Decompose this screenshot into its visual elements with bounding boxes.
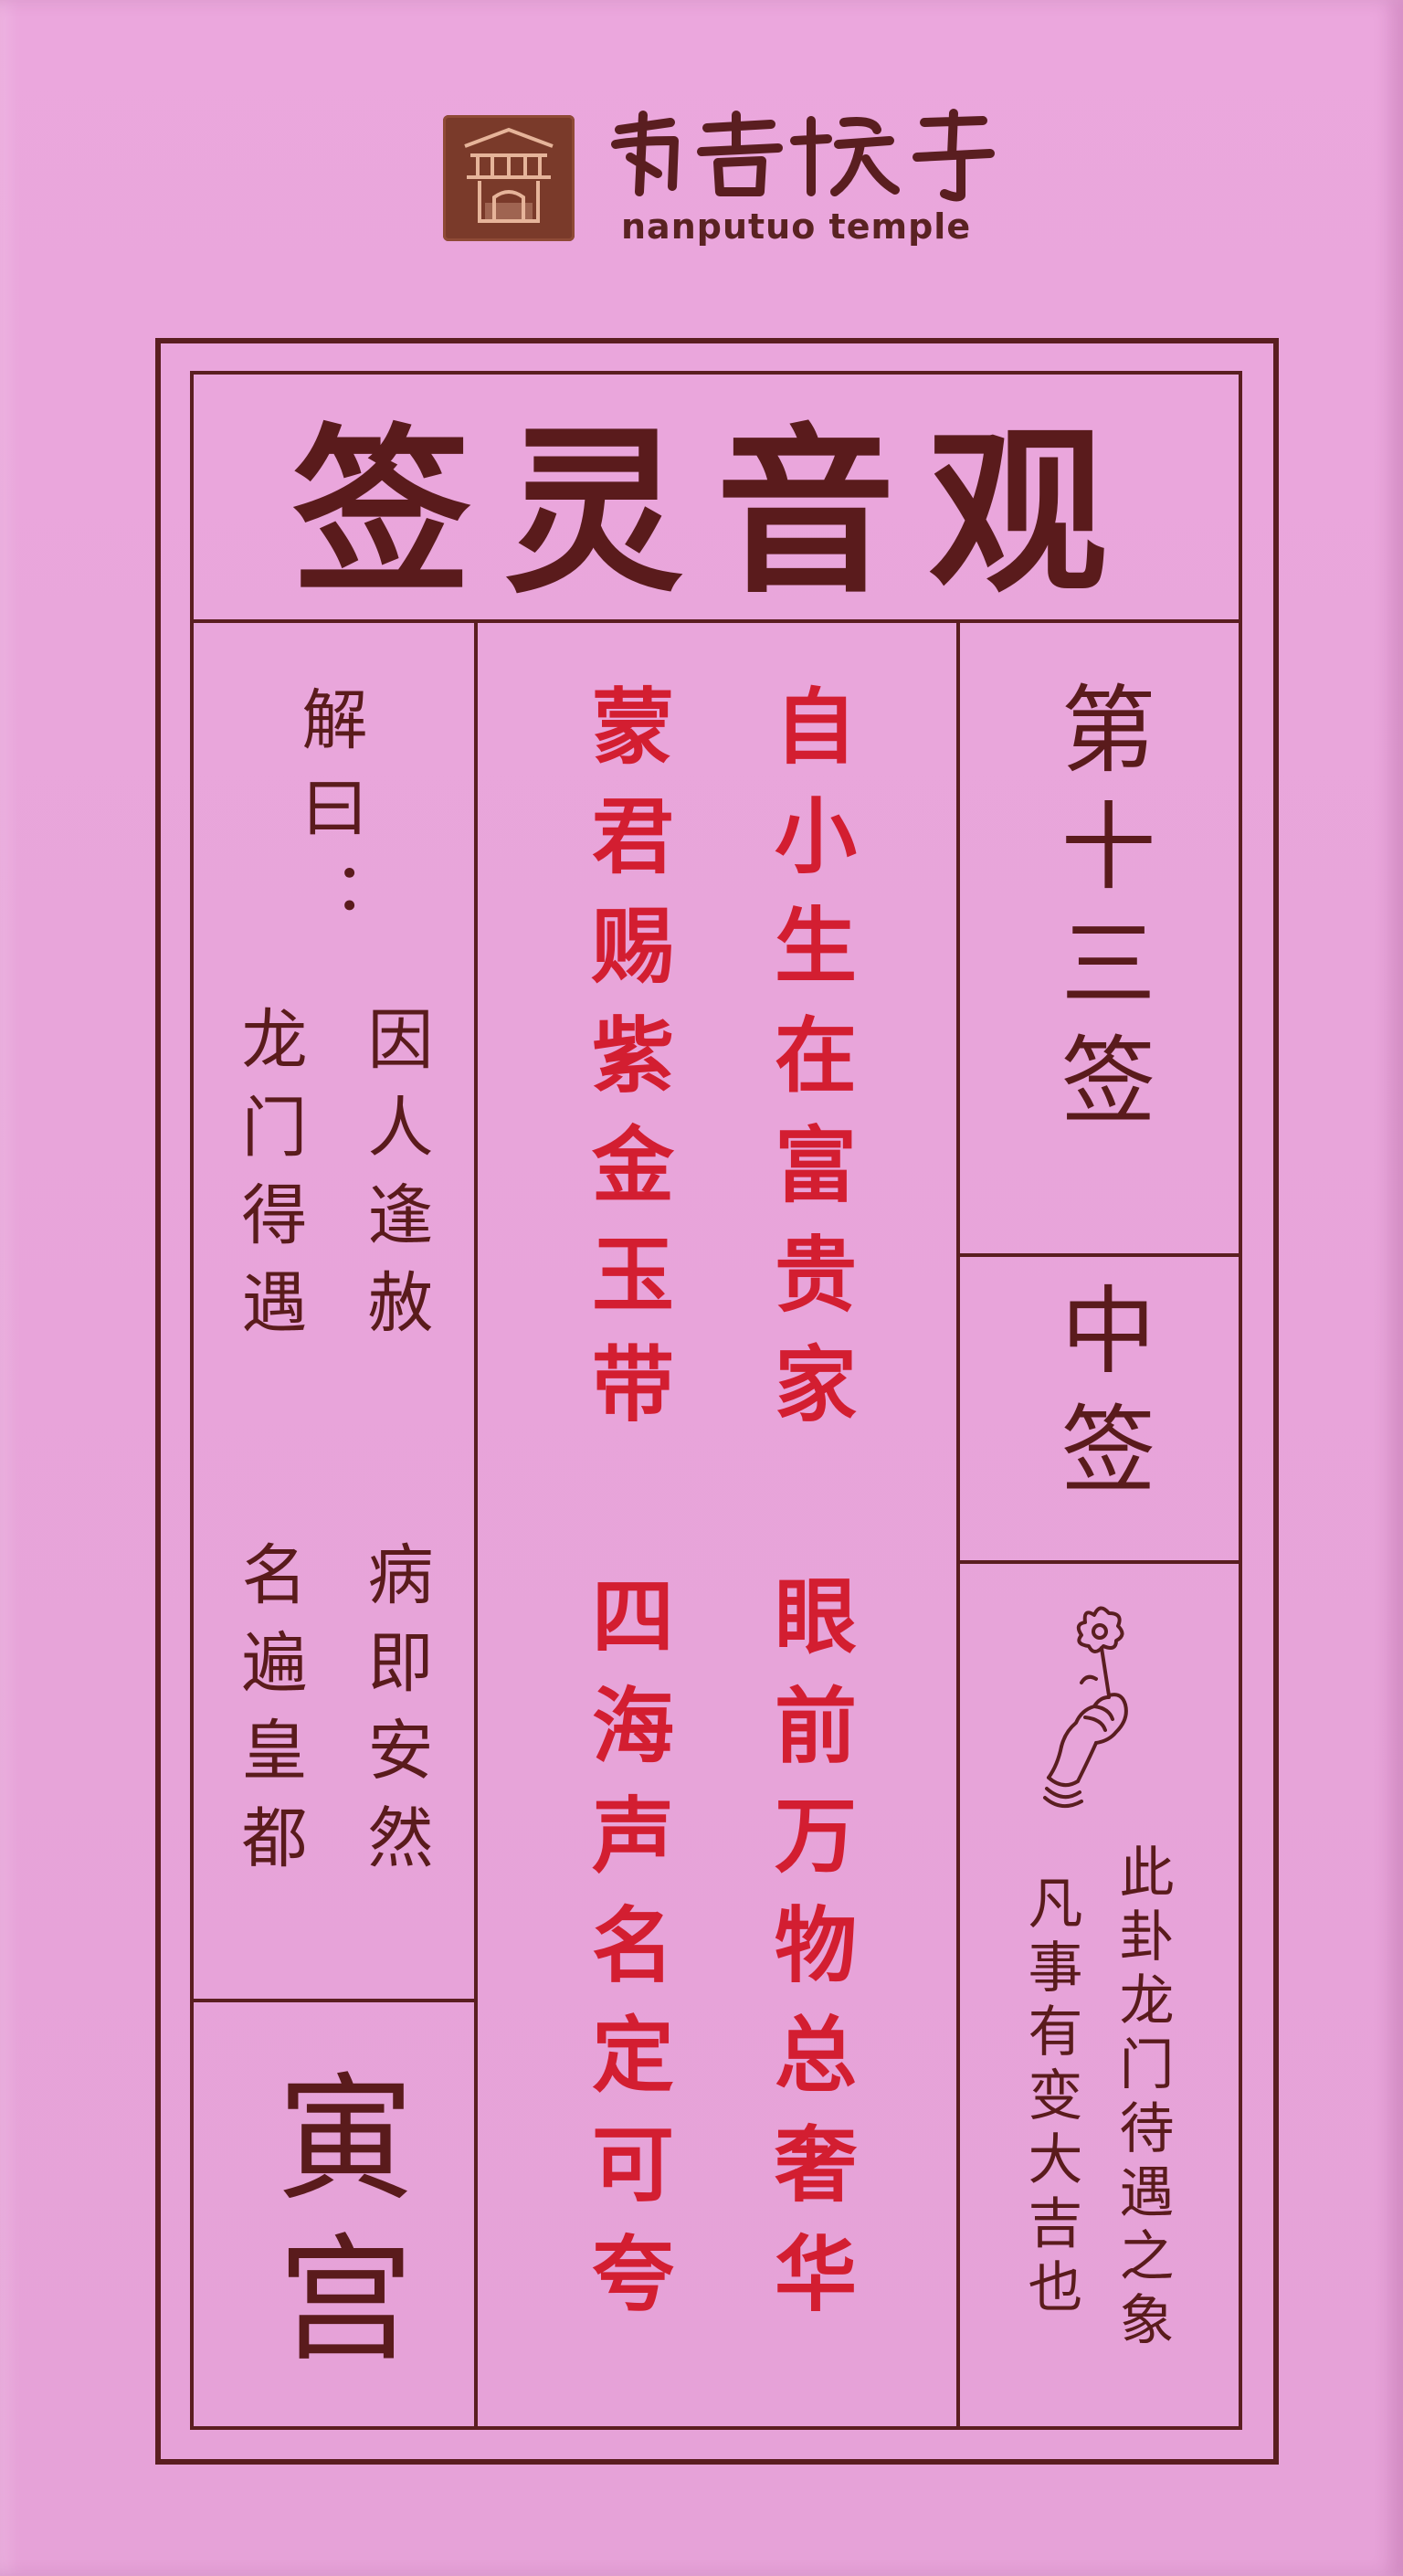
poem-line-2: 眼前万物总奢华: [760, 1573, 857, 2340]
temple-seal-icon: [443, 115, 575, 241]
poem-line-1: 自小生在富贵家: [760, 683, 857, 1451]
temple-name-script: [599, 104, 1001, 205]
poem-line-4: 四海声名定可夸: [577, 1573, 674, 2340]
explanation-header: 解曰：: [290, 685, 367, 948]
page-title: 签灵音观: [291, 406, 1140, 618]
left-column-divider: [474, 621, 478, 2430]
explanation-col2b: 名遍皇都: [230, 1540, 307, 1891]
explanation-col1b: 病即安然: [356, 1540, 433, 1891]
explanation-col2a: 龙门得遇: [230, 1005, 307, 1356]
temple-name-latin: nanputuo temple: [621, 206, 972, 247]
title-divider: [190, 619, 1242, 623]
lot-grade: 中签: [1044, 1281, 1155, 1518]
outer-frame: [155, 338, 1279, 2465]
poem-line-3: 蒙君赐紫金玉带: [577, 683, 674, 1451]
explanation-col1a: 因人逢赦: [356, 1005, 433, 1356]
lotus-hand-icon: [1021, 1595, 1167, 1811]
inner-frame: [190, 371, 1242, 2430]
note-col-2: 凡事有变大吉也: [1018, 1874, 1082, 2322]
lot-grade-divider: [958, 1560, 1242, 1564]
palace-label: 寅宫: [254, 2066, 413, 2388]
right-column-divider: [956, 621, 960, 2430]
palace-divider: [190, 1999, 476, 2002]
note-col-1: 此卦龙门待遇之象: [1110, 1843, 1174, 2355]
lot-number-divider: [958, 1253, 1242, 1257]
lot-number: 第十三签: [1044, 680, 1155, 1147]
